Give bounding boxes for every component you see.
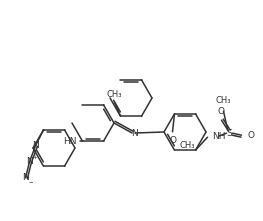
Text: NH: NH — [213, 132, 226, 141]
Text: O: O — [169, 136, 176, 145]
Text: CH₃: CH₃ — [107, 90, 122, 99]
Text: N: N — [131, 128, 137, 137]
Text: CH₃: CH₃ — [180, 141, 195, 150]
Text: +: + — [32, 155, 37, 160]
Text: N: N — [22, 173, 29, 182]
Text: S: S — [227, 129, 232, 138]
Text: CH₃: CH₃ — [216, 96, 231, 105]
Text: O: O — [247, 131, 255, 140]
Text: N: N — [26, 157, 33, 166]
Text: O: O — [217, 107, 224, 116]
Text: N: N — [32, 141, 39, 150]
Text: −: − — [28, 179, 33, 184]
Text: HN: HN — [63, 137, 77, 146]
